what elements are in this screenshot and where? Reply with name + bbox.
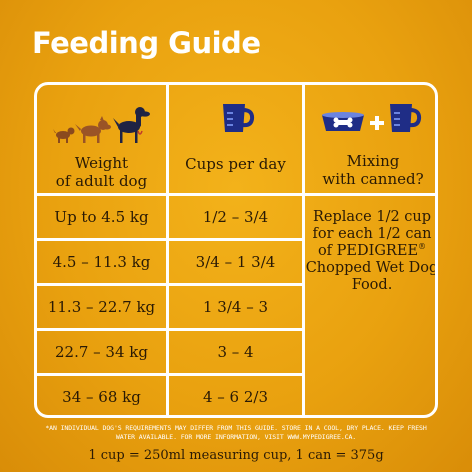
feeding-guide-table: Weight of adult dog Cups per day Mixing … (34, 82, 438, 418)
weight-cell: 34 – 68 kg (62, 388, 141, 406)
dog-bowl-icon (322, 112, 364, 131)
column-divider (166, 85, 169, 415)
mixing-note-text: Replace 1/2 cup for each 1/2 can of PEDI… (312, 209, 432, 259)
weight-cell: 11.3 – 22.7 kg (47, 298, 156, 316)
weight-cell: 4.5 – 11.3 kg (52, 253, 151, 271)
header-mixing: Mixing with canned? (322, 152, 424, 188)
cups-cell: 1 3/4 – 3 (202, 298, 269, 316)
plus-icon (370, 116, 384, 130)
mixing-note-text-end: Chopped Wet Dog Food. (305, 260, 438, 293)
header-cups: Cups per day (185, 155, 286, 173)
three-dogs-icon (53, 107, 150, 143)
conversion-note: 1 cup = 250ml measuring cup, 1 can = 375… (88, 448, 384, 463)
row-divider (37, 238, 305, 241)
page-title: Feeding Guide (32, 26, 261, 60)
registered-mark: ® (418, 242, 427, 252)
disclaimer: *AN INDIVIDUAL DOG'S REQUIREMENTS MAY DI… (45, 424, 427, 441)
column-divider (302, 85, 305, 415)
row-divider (37, 193, 435, 196)
row-divider (37, 283, 305, 286)
cups-cell: 3/4 – 1 3/4 (195, 253, 276, 271)
measuring-cup-icon (223, 104, 255, 132)
row-divider (37, 373, 305, 376)
measuring-cup-icon (390, 104, 422, 132)
cups-cell: 4 – 6 2/3 (202, 388, 269, 406)
cups-cell: 3 – 4 (217, 343, 254, 361)
cups-cell: 1/2 – 3/4 (202, 208, 269, 226)
header-weight: Weight of adult dog (55, 154, 148, 190)
row-divider (37, 328, 305, 331)
weight-cell: 22.7 – 34 kg (55, 343, 148, 361)
weight-cell: Up to 4.5 kg (54, 208, 149, 226)
mixing-note: Replace 1/2 cup for each 1/2 can of PEDI… (305, 209, 438, 294)
